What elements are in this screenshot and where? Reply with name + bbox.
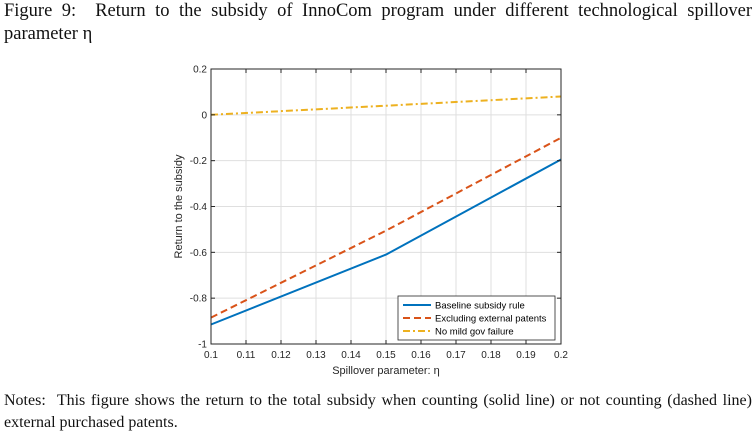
x-tick-label: 0.13 [306,350,326,361]
notes-label: Notes: [4,392,46,409]
legend: Baseline subsidy rule Excluding external … [397,295,556,341]
x-axis-label: Spillover parameter: η [332,365,440,377]
caption-label: Figure 9: [4,1,77,21]
y-tick-label: -0.2 [190,156,208,167]
x-tick-label: 0.19 [516,350,536,361]
legend-entry: No mild gov failure [435,327,514,338]
x-tick-label: 0.11 [237,350,256,361]
y-tick-label: -0.6 [190,248,208,259]
series-line-1 [210,158,562,326]
y-tick-label: 0.2 [193,65,207,76]
x-tick-label: 0.18 [481,350,501,361]
x-tick-label: 0.2 [554,350,568,361]
notes-text: This figure shows the return to the tota… [4,392,752,431]
legend-entry: Excluding external patents [435,314,547,325]
caption-text: Return to the subsidy of InnoCom program… [4,1,752,44]
x-tick-label: 0.14 [341,350,361,361]
x-tick-label: 0.15 [376,350,396,361]
series-line-3 [210,95,562,116]
y-tick-label: -1 [198,340,207,351]
y-tick-label: -0.4 [190,202,208,213]
x-tick-label: 0.17 [446,350,466,361]
axis-ticks: 0.1 0.11 0.12 0.13 0.14 0.15 0.16 0.17 0.18 0.19 0… [190,65,569,362]
figure-notes: Notes: This figure shows the return to t… [4,390,752,434]
series-lines [210,95,562,326]
figure-caption: Figure 9: Return to the subsidy of InnoC… [4,0,752,46]
legend-box [397,295,556,341]
x-tick-label: 0.12 [271,350,291,361]
x-tick-label: 0.1 [204,350,218,361]
y-axis-label: Return to the subsidy [173,154,185,258]
y-tick-label: -0.8 [190,294,208,305]
legend-entry: Baseline subsidy rule [435,301,525,312]
x-tick-label: 0.16 [411,350,431,361]
y-tick-label: 0 [201,110,207,121]
